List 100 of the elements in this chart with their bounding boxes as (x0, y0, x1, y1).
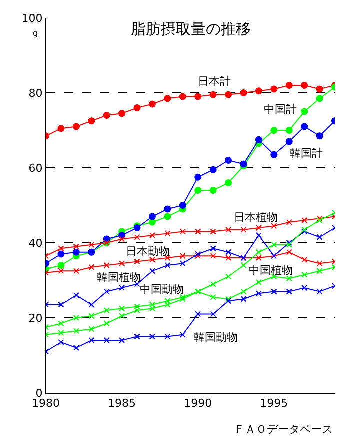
point (88, 118, 96, 125)
point (195, 311, 202, 318)
point (194, 187, 202, 194)
point (134, 104, 141, 112)
point (302, 272, 308, 278)
point (88, 302, 95, 308)
point (72, 248, 80, 256)
point (148, 100, 156, 108)
point (180, 332, 186, 338)
point (104, 338, 110, 344)
series-label: 韓国植物 (97, 271, 141, 284)
point (210, 294, 216, 300)
point (180, 228, 186, 235)
point (210, 228, 216, 235)
point (226, 255, 232, 261)
point (286, 288, 292, 295)
point (194, 174, 202, 181)
point (256, 249, 262, 256)
point (210, 253, 216, 260)
point (256, 279, 262, 286)
point (149, 232, 156, 238)
point (119, 338, 126, 344)
point (164, 262, 171, 268)
series-label: 日本植物 (234, 211, 278, 224)
point (104, 320, 110, 327)
point (149, 302, 156, 308)
point (256, 225, 262, 231)
point (58, 268, 64, 274)
point (240, 262, 247, 268)
point (301, 82, 308, 89)
series-label: 日本計 (198, 75, 231, 88)
point (119, 236, 126, 242)
point (316, 288, 323, 295)
point (210, 166, 217, 174)
y-tick-label: 0 (36, 386, 43, 400)
point (58, 302, 64, 308)
point (255, 136, 262, 144)
point (225, 180, 232, 186)
point (180, 253, 186, 260)
point (164, 302, 171, 308)
point (88, 338, 95, 344)
y-tick-label: 40 (28, 236, 43, 250)
point (226, 226, 232, 233)
point (210, 91, 217, 98)
point (270, 127, 278, 134)
point (240, 288, 247, 295)
point (148, 218, 156, 226)
point (316, 86, 324, 93)
point (134, 234, 140, 240)
point (225, 91, 232, 98)
point (210, 246, 216, 252)
series-label: 中国動物 (140, 283, 184, 296)
point (134, 308, 140, 314)
point (270, 86, 278, 93)
point (149, 268, 156, 274)
y-tick-label: 100 (22, 12, 43, 25)
point (316, 260, 323, 267)
point (73, 328, 80, 334)
point (286, 276, 292, 282)
point (210, 187, 217, 194)
point (179, 202, 186, 209)
point (58, 125, 65, 132)
point (73, 345, 80, 351)
point (286, 249, 292, 256)
series-label: 韓国計 (290, 147, 323, 160)
point (316, 268, 323, 274)
point (180, 260, 186, 267)
point (302, 285, 308, 291)
point (164, 95, 172, 102)
point (179, 93, 186, 100)
point (270, 151, 278, 158)
point (301, 108, 308, 116)
point (88, 326, 95, 332)
point (134, 304, 140, 310)
point (195, 228, 202, 235)
point (271, 223, 278, 230)
point (149, 334, 156, 340)
point (180, 296, 186, 302)
point (286, 127, 293, 134)
point (58, 246, 64, 252)
point (271, 288, 278, 295)
y-tick-label: 20 (28, 312, 43, 325)
point (104, 262, 110, 268)
x-tick-label: 1995 (260, 397, 288, 410)
point (134, 258, 140, 265)
point (88, 313, 95, 320)
point (164, 230, 171, 237)
point (118, 110, 126, 118)
y-tick-label: 80 (28, 86, 43, 100)
point (240, 90, 248, 96)
x-tick-label: 1990 (184, 397, 212, 410)
point (73, 315, 80, 321)
point (302, 218, 308, 224)
point (256, 255, 262, 261)
point (104, 308, 110, 314)
point (301, 123, 308, 130)
point (226, 274, 232, 280)
point (58, 250, 65, 258)
point (149, 256, 156, 263)
point (271, 242, 278, 248)
